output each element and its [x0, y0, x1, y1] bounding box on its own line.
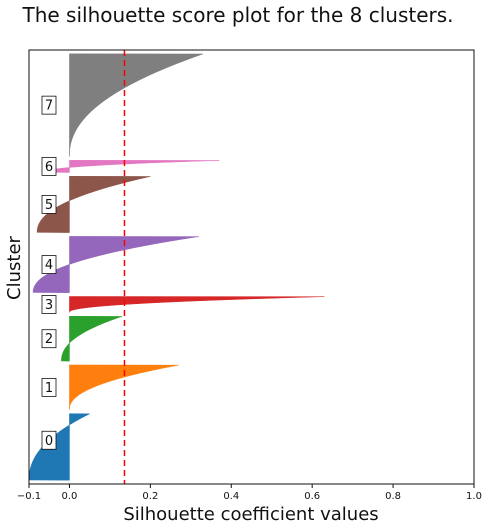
y-axis-label: Cluster	[4, 235, 25, 299]
cluster-label-1: 1	[45, 381, 53, 396]
x-tick-label: 0.4	[223, 491, 239, 502]
silhouette-cluster-2	[61, 316, 122, 361]
silhouette-cluster-6	[45, 160, 219, 172]
chart-title: The silhouette score plot for the 8 clus…	[21, 3, 453, 27]
cluster-label-4: 4	[45, 258, 53, 273]
silhouette-cluster-4	[33, 236, 199, 292]
silhouette-clusters	[29, 54, 324, 480]
x-ticks: −0.1 0.0 0.2 0.4 0.6 0.8 1.0	[17, 484, 482, 502]
plot-frame	[29, 50, 474, 484]
cluster-label-0: 0	[45, 434, 53, 449]
x-tick-label: 0.8	[385, 491, 401, 502]
cluster-label-2: 2	[45, 332, 53, 347]
cluster-label-5: 5	[45, 198, 53, 213]
cluster-label-7: 7	[45, 99, 53, 114]
x-tick-label: 0.0	[62, 491, 78, 502]
silhouette-cluster-7	[69, 54, 203, 157]
cluster-labels: 0 1 2 3 4 5 6 7	[42, 96, 56, 449]
x-tick-label: −0.1	[17, 491, 41, 502]
cluster-label-3: 3	[45, 298, 53, 313]
x-axis-label: Silhouette coefficient values	[123, 504, 378, 525]
x-tick-label: 1.0	[466, 491, 482, 502]
x-tick-label: 0.6	[304, 491, 320, 502]
x-tick-label: 0.2	[142, 491, 158, 502]
cluster-label-6: 6	[45, 160, 53, 175]
silhouette-cluster-3	[69, 296, 324, 312]
silhouette-cluster-0	[29, 414, 90, 481]
